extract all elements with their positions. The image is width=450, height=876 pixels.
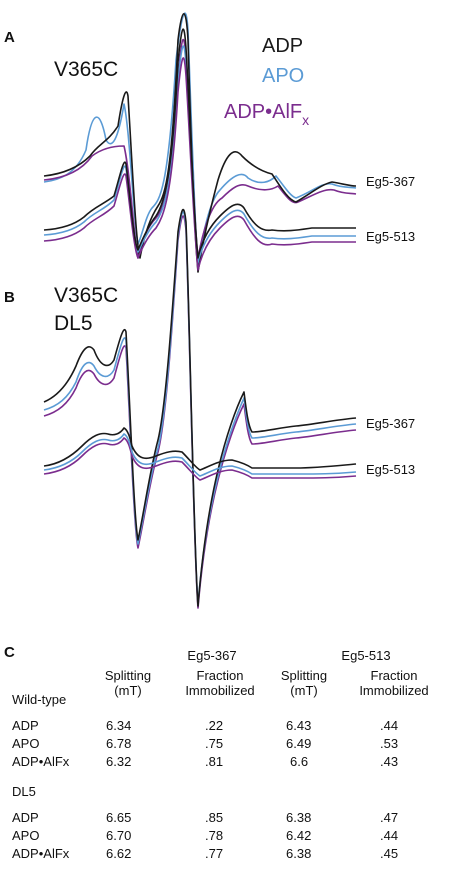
group-header-eg5-367: Eg5-367 xyxy=(187,648,237,663)
trace-b-513-apo xyxy=(43,433,357,477)
cell-splitting-367: 6.65 xyxy=(106,810,132,825)
panel-b-mutant-line2: DL5 xyxy=(54,312,93,335)
cell-fraction-367: .75 xyxy=(205,736,224,751)
cell-fraction-513: .47 xyxy=(380,810,399,825)
cell-splitting-513: 6.42 xyxy=(286,828,312,843)
trace-a-513-apo xyxy=(43,45,356,263)
panel-a-label-eg5-513: Eg5-513 xyxy=(366,229,415,244)
row-label: ADP xyxy=(12,810,39,825)
panel-b-label-eg5-513: Eg5-513 xyxy=(366,462,415,477)
cell-fraction-513: .53 xyxy=(380,736,399,751)
cell-splitting-513: 6.43 xyxy=(286,718,312,733)
panel-a-letter: A xyxy=(4,29,15,46)
group-header-eg5-513: Eg5-513 xyxy=(341,648,391,663)
cell-splitting-513: 6.49 xyxy=(286,736,312,751)
col-header-fraction-367: Fraction Immobilized xyxy=(185,668,255,698)
trace-b-367-adp-alfx xyxy=(43,215,357,609)
cell-splitting-367: 6.70 xyxy=(106,828,132,843)
panel-a-mutant-label: V365C xyxy=(54,58,118,81)
cell-fraction-513: .44 xyxy=(380,718,399,733)
cell-fraction-513: .44 xyxy=(380,828,399,843)
cell-splitting-513: 6.38 xyxy=(286,810,312,825)
cell-fraction-367: .78 xyxy=(205,828,224,843)
panel-c-letter: C xyxy=(4,644,15,661)
legend-adp: ADP xyxy=(262,35,303,57)
panel-b-label-eg5-367: Eg5-367 xyxy=(366,416,415,431)
panel-b-spectra xyxy=(43,208,357,609)
row-label: APO xyxy=(12,736,40,751)
legend-adp-alfx-sub: x xyxy=(302,112,309,128)
cell-splitting-513: 6.6 xyxy=(290,754,309,769)
cell-fraction-367: .81 xyxy=(205,754,224,769)
legend-apo: APO xyxy=(262,65,304,87)
cell-splitting-367: 6.34 xyxy=(106,718,132,733)
legend-adp-alfx-main: ADP•AlF xyxy=(224,101,302,123)
panel-a-spectra xyxy=(43,12,357,273)
row-group-header-dl5: DL5 xyxy=(12,784,36,799)
col-header-splitting-367: Splitting (mT) xyxy=(104,668,152,698)
row-label: APO xyxy=(12,828,40,843)
trace-a-513-adp xyxy=(43,28,356,259)
panel-a-label-eg5-367: Eg5-367 xyxy=(366,174,415,189)
cell-fraction-367: .22 xyxy=(205,718,224,733)
panel-c-table: C Eg5-367 Eg5-513 Splitting (mT) Fractio… xyxy=(0,642,450,876)
cell-splitting-367: 6.78 xyxy=(106,736,132,751)
cell-fraction-513: .43 xyxy=(380,754,399,769)
trace-a-513-adp-alfx xyxy=(43,57,356,271)
row-label: ADP•AlFx xyxy=(12,754,70,769)
cell-splitting-513: 6.38 xyxy=(286,846,312,861)
col-header-splitting-513: Splitting (mT) xyxy=(280,668,328,698)
cell-fraction-367: .77 xyxy=(205,846,224,861)
trace-a-367-adp xyxy=(43,13,357,273)
col-header-fraction-513: Fraction Immobilized xyxy=(359,668,429,698)
panel-b-letter: B xyxy=(4,289,15,306)
trace-b-513-adp-alfx xyxy=(43,437,357,481)
cell-fraction-367: .85 xyxy=(205,810,224,825)
trace-a-367-apo xyxy=(43,12,357,269)
cell-splitting-367: 6.62 xyxy=(106,846,132,861)
row-group-header-wildtype: Wild-type xyxy=(12,692,67,707)
trace-b-513-adp xyxy=(43,427,357,471)
row-label: ADP•AlFx xyxy=(12,846,70,861)
trace-b-367-apo xyxy=(43,211,357,605)
legend-adp-alfx: ADP•AlFx xyxy=(224,101,309,128)
trace-b-367-adp xyxy=(43,208,357,607)
epr-spectra-figure: A V365C ADP APO ADP•AlFx Eg5-367 Eg5-513… xyxy=(4,12,415,609)
cell-splitting-367: 6.32 xyxy=(106,754,132,769)
cell-fraction-513: .45 xyxy=(380,846,399,861)
panel-b-mutant-line1: V365C xyxy=(54,284,118,307)
row-label: ADP xyxy=(12,718,39,733)
